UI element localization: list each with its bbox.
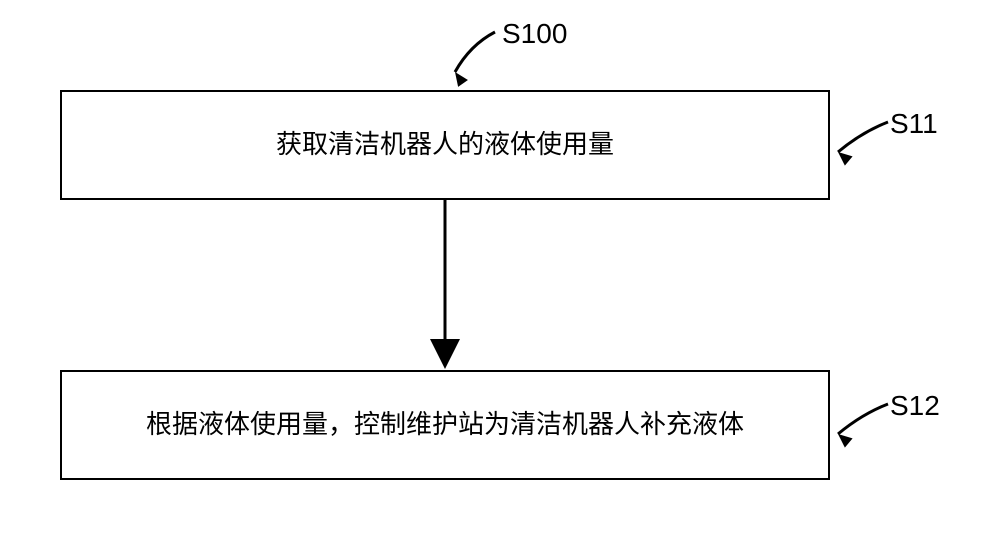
label-s100: S100 xyxy=(502,18,567,50)
flowchart-canvas: 获取清洁机器人的液体使用量 根据液体使用量，控制维护站为清洁机器人补充液体 S1… xyxy=(0,0,1000,538)
label-s11: S11 xyxy=(890,108,938,140)
flow-node-s11-text: 获取清洁机器人的液体使用量 xyxy=(266,127,624,163)
flow-node-s11: 获取清洁机器人的液体使用量 xyxy=(60,90,830,200)
flow-node-s12: 根据液体使用量，控制维护站为清洁机器人补充液体 xyxy=(60,370,830,480)
label-s12: S12 xyxy=(890,390,940,422)
flow-node-s12-text: 根据液体使用量，控制维护站为清洁机器人补充液体 xyxy=(136,407,754,443)
